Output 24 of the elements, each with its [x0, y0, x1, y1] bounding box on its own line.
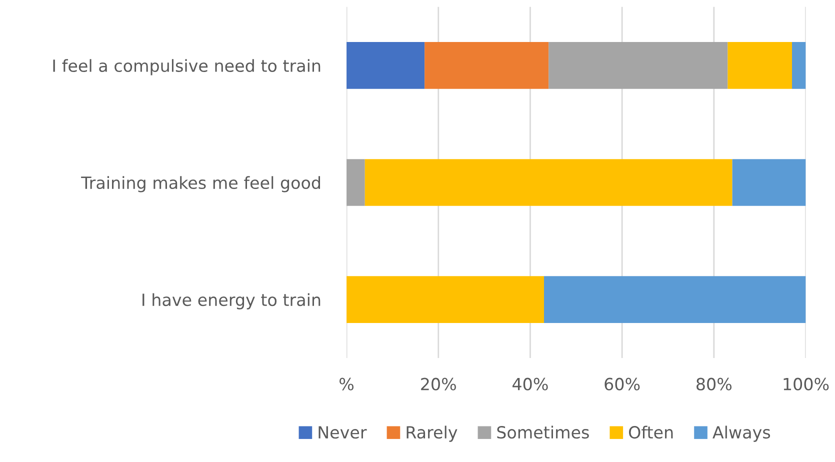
y-tick-label: I have energy to train [142, 293, 320, 310]
bar [544, 276, 806, 323]
y-tick-label: I feel a compulsive need to train [53, 59, 320, 76]
legend-label: Rarely [406, 426, 458, 442]
bar [792, 42, 806, 89]
bar [728, 42, 792, 89]
legend-label: Never [318, 426, 367, 439]
bar [732, 159, 806, 206]
legend-label: Always [712, 426, 770, 442]
bar [346, 42, 425, 89]
bar [346, 276, 544, 323]
x-tick-label: % [340, 378, 354, 390]
bar [346, 159, 365, 206]
x-tick-label: 80% [696, 378, 732, 390]
legend-label: Often [628, 426, 673, 439]
x-tick-label: 100% [784, 378, 829, 390]
bar [424, 42, 549, 89]
y-tick-label: Training makes me feel good [81, 176, 320, 192]
legend-label: Sometimes [497, 426, 589, 439]
x-tick-label: 60% [604, 378, 640, 390]
x-tick-label: 20% [421, 378, 456, 390]
bar [364, 159, 732, 206]
x-tick-label: 40% [512, 378, 548, 390]
bar [548, 42, 728, 89]
